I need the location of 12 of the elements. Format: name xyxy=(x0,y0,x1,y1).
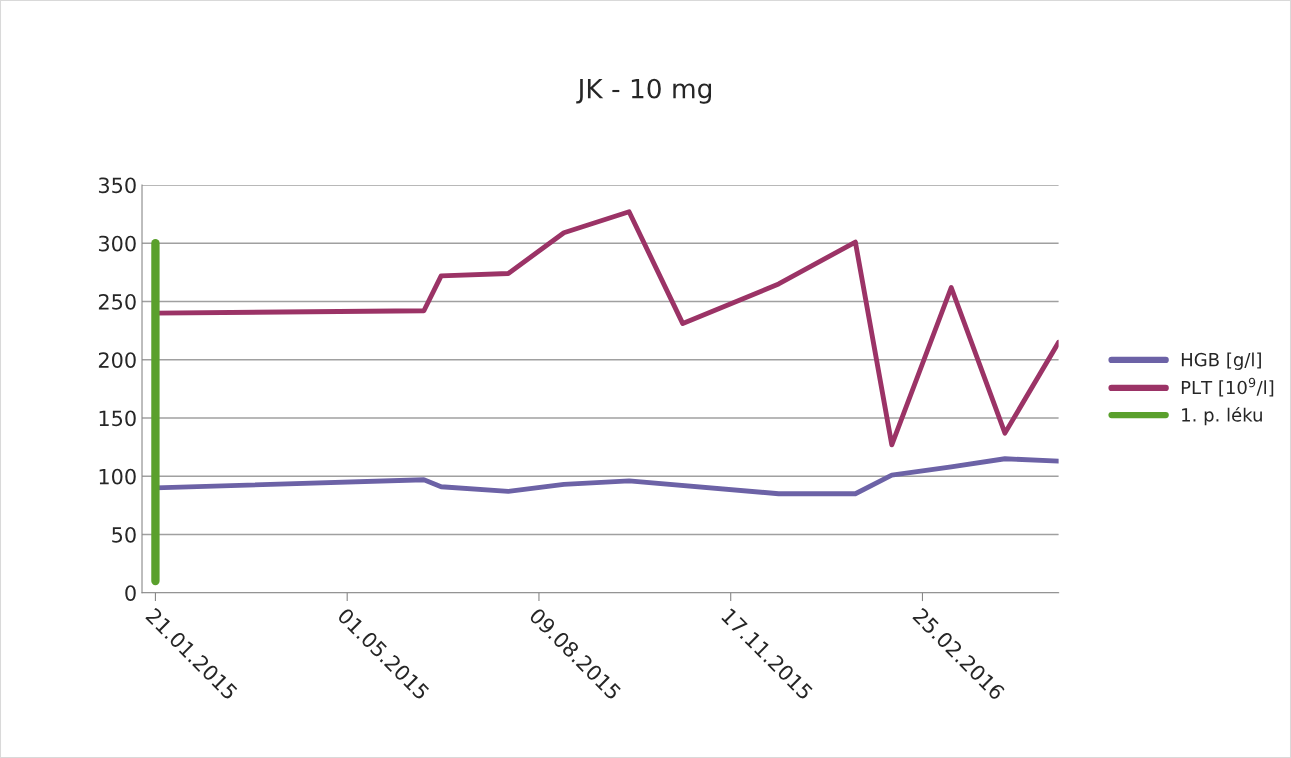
y-tick-label: 50 xyxy=(112,526,136,543)
legend-label: HGB [g/l] xyxy=(1181,352,1261,370)
y-tick-label: 300 xyxy=(98,235,136,252)
y-tick-label: 150 xyxy=(99,410,136,427)
y-tick-label: 0 xyxy=(125,585,136,601)
y-tick-label: 200 xyxy=(98,352,136,368)
y-tick-label: 350 xyxy=(98,177,136,194)
y-tick-label: 250 xyxy=(98,293,136,310)
y-tick-label: 100 xyxy=(99,468,136,485)
legend-label: PLT [10$^{9}$/l] xyxy=(1181,377,1274,397)
legend-label: 1. p. léku xyxy=(1182,407,1262,426)
chart-title: JK - 10 mg xyxy=(576,78,712,104)
